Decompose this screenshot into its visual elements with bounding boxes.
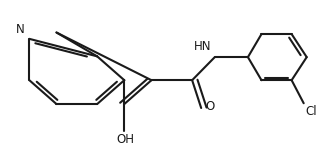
Text: O: O — [206, 100, 215, 113]
Text: N: N — [16, 23, 25, 36]
Text: HN: HN — [194, 40, 212, 53]
Text: OH: OH — [117, 134, 135, 146]
Text: Cl: Cl — [305, 105, 317, 118]
